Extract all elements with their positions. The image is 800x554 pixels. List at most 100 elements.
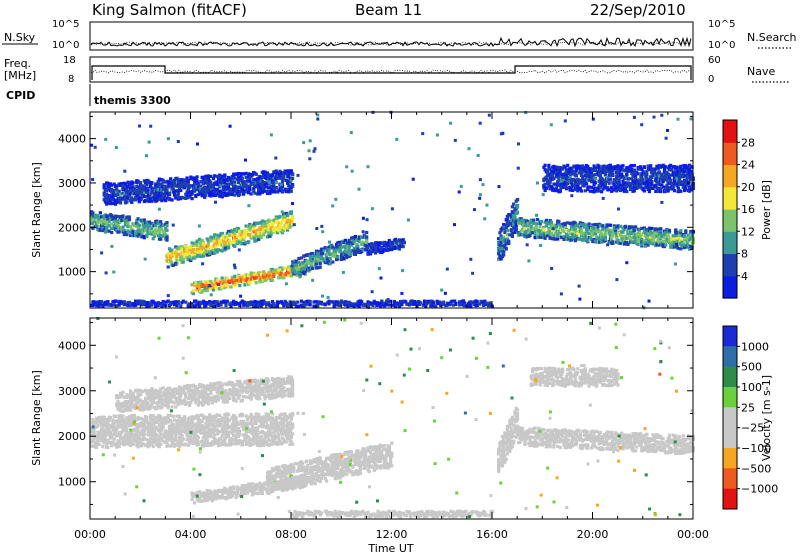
- scatter-region-0-0: [90, 210, 169, 242]
- colorbar-swatch: [723, 120, 737, 143]
- nave-trace-line: [91, 69, 691, 74]
- x-tick-label: 12:00: [376, 528, 408, 541]
- x-tick-label: 00:00: [677, 528, 709, 541]
- colorbar-swatch: [723, 427, 737, 449]
- velocity-colorbar-label: Velocity [m s-1]: [760, 375, 773, 461]
- scatter-region-0-9: [90, 299, 494, 308]
- scatter-region-0-5: [497, 198, 520, 261]
- power-colorbar: 4 8 12 16 20 24 28: [722, 119, 755, 299]
- scatter-region-0-7: [102, 169, 295, 206]
- freq-label-2: [MHz]: [4, 69, 36, 82]
- nsearch-trace-line: [90, 41, 692, 46]
- power-x-ticks: [89, 112, 694, 308]
- colorbar-swatch: [723, 468, 737, 490]
- colorbar-tick-label: 16: [741, 203, 755, 216]
- y-tick-label: 1000: [58, 266, 86, 279]
- noise-points-0: [90, 110, 693, 310]
- colorbar-swatch: [723, 142, 737, 166]
- nsky-tick-right-top: 10^5: [708, 19, 735, 30]
- freq-step-line: [91, 65, 692, 80]
- x-tick-label: 04:00: [175, 528, 207, 541]
- velocity-heatmap-marks: [90, 317, 695, 519]
- scatter-region-1-2: [265, 441, 394, 496]
- y-tick-label: 2000: [58, 430, 86, 443]
- x-tick-label: 00:00: [74, 528, 106, 541]
- colorbar-tick-label: −500: [741, 462, 771, 475]
- nsky-label: N.Sky: [4, 31, 36, 44]
- y-tick-label: 3000: [58, 177, 86, 190]
- colorbar-frame: [722, 325, 738, 510]
- y-tick-label: 4000: [58, 133, 86, 146]
- scatter-region-1-6: [529, 366, 620, 388]
- scatter-region-0-4: [366, 237, 406, 256]
- colorbar-swatch: [723, 387, 737, 408]
- freq-panel-frame: [89, 56, 694, 83]
- colorbar-swatch: [723, 253, 737, 277]
- scatter-region-1-4: [517, 425, 695, 455]
- nsky-tick-right-bottom: 10^0: [708, 40, 735, 51]
- power-y-axis: 1000 2000 3000 4000: [58, 115, 693, 295]
- colorbar-swatch: [723, 326, 737, 347]
- colorbar-tick-label: 8: [741, 248, 748, 261]
- colorbar-tick-label: −1000: [741, 483, 778, 496]
- scatter-region-1-3: [497, 406, 520, 473]
- beam-title: Beam 11: [355, 1, 422, 19]
- freq-label-1: Freq.: [4, 57, 31, 70]
- scatter-region-0-6: [517, 217, 695, 251]
- x-tick-label: 20:00: [577, 528, 609, 541]
- colorbar-tick-label: −25: [741, 422, 764, 435]
- colorbar-tick-label: −100: [741, 442, 771, 455]
- colorbar-tick-label: 1000: [741, 340, 769, 353]
- velocity-colorbar: 1000 500 100 25 −25 −100 −500 −1000: [722, 325, 778, 510]
- colorbar-swatch: [723, 448, 737, 469]
- freq-tick-8: 8: [68, 74, 74, 85]
- colorbar-swatch: [723, 346, 737, 368]
- colorbar-swatch: [723, 231, 737, 255]
- power-heatmap-marks: [90, 110, 695, 310]
- velocity-x-ticks: [89, 318, 694, 519]
- noise-points-1: [91, 317, 694, 519]
- nsky-panel-frame: [89, 21, 694, 51]
- nsearch-label: N.Search: [747, 31, 797, 44]
- scatter-region-0-3: [291, 230, 369, 278]
- scatter-region-1-7: [291, 509, 494, 519]
- power-colorbar-label: Power [dB]: [760, 180, 773, 240]
- colorbar-swatch: [723, 186, 737, 210]
- cpid-mode: themis 3300: [94, 94, 171, 107]
- colorbar-tick-label: 100: [741, 381, 762, 394]
- x-tick-label: 16:00: [476, 528, 508, 541]
- scatter-region-1-0: [90, 412, 295, 449]
- colorbar-tick-label: 24: [741, 159, 755, 172]
- scatter-region-0-1: [165, 210, 295, 269]
- colorbar-tick-label: 4: [741, 270, 748, 283]
- colorbar-tick-label: 25: [741, 401, 755, 414]
- scatter-region-0-8: [542, 163, 695, 194]
- colorbar-tick-label: 28: [741, 136, 755, 149]
- nave-tick-60: 60: [708, 55, 721, 66]
- nsky-tick-left-bottom: 10^0: [52, 40, 79, 51]
- cpid-label: CPID: [6, 89, 35, 102]
- y-tick-label: 4000: [58, 339, 86, 352]
- colorbar-swatch: [723, 275, 737, 299]
- time-axis-label: Time UT: [367, 542, 413, 554]
- y-tick-label: 2000: [58, 221, 86, 234]
- colorbar-swatch: [723, 209, 737, 232]
- date-title: 22/Sep/2010: [590, 1, 686, 19]
- colorbar-tick-label: 500: [741, 361, 762, 374]
- velocity-ylabel: Slant Range [km]: [30, 370, 43, 466]
- nave-tick-0: 0: [708, 74, 714, 85]
- nave-label: Nave: [747, 65, 775, 78]
- scatter-region-0-2: [190, 263, 307, 296]
- colorbar-swatch: [723, 407, 737, 429]
- power-ylabel: Slant Range [km]: [30, 162, 43, 258]
- freq-tick-18: 18: [63, 55, 76, 66]
- scatter-region-1-5: [115, 375, 295, 414]
- x-tick-label: 08:00: [275, 528, 307, 541]
- nsky-tick-left-top: 10^5: [52, 19, 79, 30]
- nsky-trace-line: [90, 36, 692, 48]
- time-axis-labels: 00:00 04:00 08:00 12:00 16:00 20:00 00:00: [74, 528, 709, 541]
- velocity-y-axis: 1000 2000 3000 4000: [58, 322, 693, 505]
- y-tick-label: 3000: [58, 385, 86, 398]
- colorbar-swatch: [723, 488, 737, 510]
